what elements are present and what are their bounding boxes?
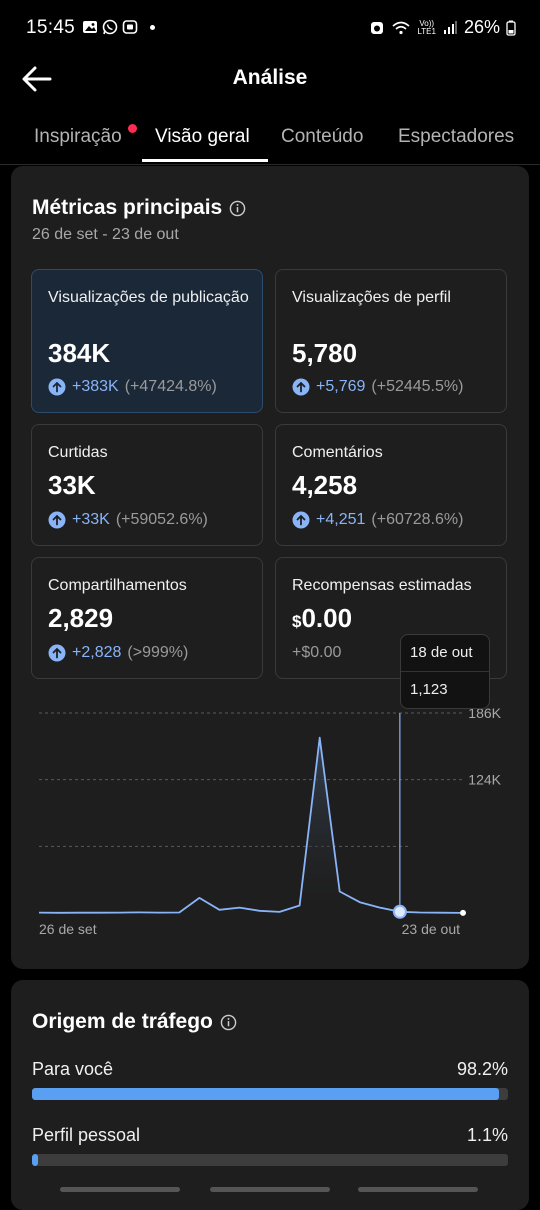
x-end-label: 23 de out (402, 921, 460, 937)
alarm-icon (371, 21, 384, 34)
metric-value: $0.00 (292, 603, 353, 633)
gallery-icon (83, 21, 97, 33)
tab-bar: Inspiração Visão geral Conteúdo Espectad… (0, 112, 540, 165)
gesture-hint-right (358, 1187, 478, 1192)
notification-icons (82, 19, 155, 35)
change-value: +$0.00 (292, 644, 342, 661)
change-percent: (+52445.5%) (371, 378, 464, 395)
views-line-chart[interactable]: 186K 124K 26 de set 23 de out (11, 686, 529, 946)
metric-value: 5,780 (292, 338, 358, 368)
metric-label: Compartilhamentos (48, 577, 187, 594)
media-icon (122, 20, 138, 34)
tab-espectadores[interactable]: Espectadores (398, 126, 515, 147)
notification-dot (128, 124, 137, 133)
metric-change: +$0.00 (292, 644, 341, 662)
battery-icon (506, 20, 516, 36)
gesture-hint-center (210, 1187, 330, 1192)
change-value: +383K (72, 378, 119, 395)
change-percent: (+60728.6%) (371, 511, 464, 528)
arrow-up-icon (48, 511, 66, 529)
tab-conteudo[interactable]: Conteúdo (281, 126, 364, 147)
arrow-up-icon (48, 378, 66, 396)
traffic-card: Origem de tráfego Para você 98.2% Perfil… (11, 980, 529, 1210)
end-point (460, 909, 466, 916)
active-tab-indicator (142, 159, 268, 162)
tooltip-value: 1,123 (410, 681, 448, 698)
metric-change: +383K (+47424.8%) (48, 378, 217, 396)
arrow-up-icon (292, 511, 310, 529)
change-percent: (+59052.6%) (115, 511, 208, 528)
traffic-title-row: Origem de tráfego (32, 1010, 237, 1034)
chart-tooltip: 18 de out 1,123 (400, 634, 490, 709)
info-icon[interactable] (229, 200, 246, 217)
metric-comments[interactable]: Comentários 4,258 +4,251 (+60728.6%) (275, 424, 507, 546)
y-tick-label: 186K (468, 705, 501, 721)
traffic-bar-for-you (32, 1088, 508, 1100)
metric-estimated-rewards[interactable]: Recompensas estimadas $0.00 +$0.00 (275, 557, 507, 679)
wifi-icon (392, 21, 410, 34)
back-arrow-icon[interactable] (20, 64, 54, 94)
traffic-bar-profile (32, 1154, 508, 1166)
traffic-title: Origem de tráfego (32, 1010, 213, 1033)
metric-label: Comentários (292, 444, 383, 461)
y-tick-label: 124K (468, 772, 501, 788)
traffic-value-profile: 1.1% (466, 1125, 508, 1145)
header: Análise (0, 56, 540, 102)
metric-change: +33K (+59052.6%) (48, 511, 208, 529)
status-bar: 15:45 Vo)) LTE1 26% (0, 0, 540, 56)
metric-shares[interactable]: Compartilhamentos 2,829 +2,828 (>999%) (31, 557, 263, 679)
traffic-label-for-you: Para você (32, 1059, 114, 1079)
traffic-bar-fill (32, 1154, 38, 1166)
metrics-title: Métricas principais (32, 196, 223, 219)
battery-percent: 26% (463, 17, 500, 37)
status-time: 15:45 (26, 17, 76, 38)
traffic-label-profile: Perfil pessoal (32, 1125, 141, 1145)
metric-likes[interactable]: Curtidas 33K +33K (+59052.6%) (31, 424, 263, 546)
currency-symbol: $ (292, 612, 302, 631)
traffic-value-for-you: 98.2% (456, 1059, 508, 1079)
status-right: Vo)) LTE1 26% (369, 17, 516, 38)
metric-change: +5,769 (+52445.5%) (292, 378, 463, 396)
tab-visao-geral[interactable]: Visão geral (155, 126, 250, 147)
chart-area-fill (39, 737, 460, 913)
date-range: 26 de set - 23 de out (32, 226, 179, 243)
metric-post-views[interactable]: Visualizações de publicação 384K +383K (… (31, 269, 263, 413)
chart-series-line (38, 736, 461, 914)
gesture-hint-left (60, 1187, 180, 1192)
change-value: +33K (72, 511, 110, 528)
tab-inspiracao[interactable]: Inspiração (34, 126, 122, 147)
change-percent: (+47424.8%) (124, 378, 217, 395)
metric-change: +4,251 (+60728.6%) (292, 511, 463, 529)
change-value: +4,251 (316, 511, 366, 528)
highlight-point (392, 904, 407, 919)
metric-label: Visualizações de publicação (48, 289, 249, 306)
tooltip-date: 18 de out (410, 644, 473, 661)
arrow-up-icon (48, 644, 66, 662)
metric-change: +2,828 (>999%) (48, 644, 188, 662)
info-icon[interactable] (220, 1014, 237, 1031)
more-notifications-dot (150, 24, 155, 30)
metrics-card: Métricas principais 26 de set - 23 de ou… (11, 166, 529, 969)
metric-label: Curtidas (48, 444, 108, 461)
arrow-up-icon (292, 378, 310, 396)
change-value: +2,828 (72, 644, 122, 661)
metric-label: Recompensas estimadas (292, 577, 472, 594)
change-percent: (>999%) (127, 644, 189, 661)
metric-profile-views[interactable]: Visualizações de perfil 5,780 +5,769 (+5… (275, 269, 507, 413)
x-start-label: 26 de set (39, 921, 97, 937)
metric-value: 384K (48, 338, 111, 368)
tooltip-divider (401, 671, 489, 672)
change-value: +5,769 (316, 378, 366, 395)
volte-indicator: Vo)) LTE1 (417, 18, 436, 36)
traffic-bar-fill (32, 1088, 500, 1100)
metric-value: 2,829 (48, 603, 114, 633)
signal-icon (443, 20, 457, 34)
page-title: Análise (232, 66, 308, 89)
metric-value: 33K (48, 470, 96, 500)
metric-label: Visualizações de perfil (292, 289, 451, 306)
metrics-title-row: Métricas principais (32, 196, 246, 220)
whatsapp-icon (102, 19, 118, 35)
metric-value: 4,258 (292, 470, 358, 500)
